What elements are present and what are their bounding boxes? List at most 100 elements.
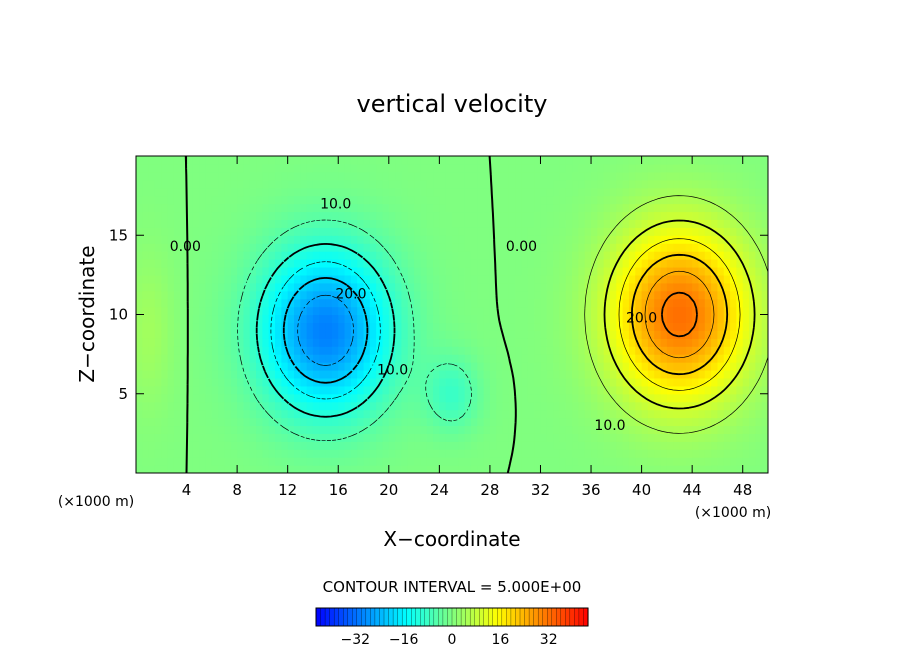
field-cell xyxy=(243,354,251,363)
field-cell xyxy=(464,346,472,355)
field-cell xyxy=(338,441,346,450)
field-cell xyxy=(559,322,567,331)
field-cell xyxy=(527,179,535,189)
field-cell xyxy=(483,259,491,268)
field-cell xyxy=(628,338,636,347)
field-cell xyxy=(692,433,700,442)
field-cell xyxy=(350,211,358,220)
field-cell xyxy=(597,457,605,466)
field-cell xyxy=(698,219,706,228)
field-cell xyxy=(186,251,194,260)
field-cell xyxy=(230,282,238,292)
field-cell xyxy=(173,290,181,300)
field-cell xyxy=(148,171,156,181)
field-cell xyxy=(717,306,725,316)
field-cell xyxy=(268,449,276,458)
field-cell xyxy=(603,441,611,450)
field-cell xyxy=(357,362,365,371)
field-cell xyxy=(679,179,687,189)
field-cell xyxy=(180,171,188,181)
field-cell xyxy=(597,163,605,173)
field-cell xyxy=(414,409,421,419)
field-cell xyxy=(565,449,573,458)
field-cell xyxy=(546,171,554,181)
field-cell xyxy=(622,449,630,458)
field-cell xyxy=(723,179,731,189)
field-cell xyxy=(647,354,655,363)
field-cell xyxy=(723,465,731,473)
field-cell xyxy=(616,211,624,220)
field-cell xyxy=(496,425,504,434)
field-cell xyxy=(749,354,756,363)
field-cell xyxy=(382,441,390,450)
field-cell xyxy=(319,369,327,379)
field-cell xyxy=(433,282,440,292)
field-cell xyxy=(224,433,232,442)
field-cell xyxy=(603,354,611,363)
field-cell xyxy=(218,211,226,220)
field-cell xyxy=(692,203,700,213)
field-cell xyxy=(211,346,219,355)
field-cell xyxy=(464,377,472,387)
field-cell xyxy=(344,393,352,403)
field-cell xyxy=(698,385,706,395)
field-cell xyxy=(572,251,579,260)
field-cell xyxy=(369,235,377,244)
field-cell xyxy=(692,409,700,419)
field-cell xyxy=(610,401,617,411)
field-cell xyxy=(641,354,649,363)
field-cell xyxy=(628,274,636,284)
field-cell xyxy=(711,187,719,197)
field-cell xyxy=(369,266,377,276)
field-cell xyxy=(452,362,459,371)
field-cell xyxy=(414,441,421,450)
field-cell xyxy=(521,235,529,244)
field-cell xyxy=(306,156,314,165)
field-cell xyxy=(641,179,649,189)
field-cell xyxy=(660,314,668,324)
field-cell xyxy=(167,417,175,427)
field-cell xyxy=(527,369,535,379)
field-cell xyxy=(186,457,194,466)
field-cell xyxy=(357,306,365,316)
field-cell xyxy=(287,290,295,300)
field-cell xyxy=(407,211,415,220)
field-cell xyxy=(483,385,491,395)
field-cell xyxy=(319,330,327,339)
field-cell xyxy=(483,369,491,379)
field-cell xyxy=(262,330,270,339)
field-cell xyxy=(610,298,617,308)
field-cell xyxy=(186,346,194,355)
field-cell xyxy=(559,274,567,284)
field-cell xyxy=(464,179,472,189)
field-cell xyxy=(376,409,384,419)
field-cell xyxy=(654,314,662,324)
field-cell xyxy=(515,235,523,244)
field-cell xyxy=(641,385,649,395)
field-cell xyxy=(205,306,213,316)
field-cell xyxy=(540,369,548,379)
field-cell xyxy=(445,227,453,236)
field-cell xyxy=(736,227,744,236)
field-cell xyxy=(224,259,232,268)
field-cell xyxy=(414,179,421,189)
field-cell xyxy=(470,433,478,442)
field-cell xyxy=(294,179,301,189)
field-cell xyxy=(401,330,409,339)
field-cell xyxy=(420,195,428,205)
field-cell xyxy=(711,322,719,331)
colorbar-frame xyxy=(315,607,589,627)
field-cell xyxy=(635,322,643,331)
field-cell xyxy=(344,457,352,466)
field-cell xyxy=(420,251,428,260)
field-cell xyxy=(477,243,485,252)
field-cell xyxy=(275,266,282,276)
field-cell xyxy=(641,235,649,244)
field-cell xyxy=(736,441,744,450)
field-cell xyxy=(534,290,542,300)
field-cell xyxy=(704,465,712,473)
field-cell xyxy=(148,362,156,371)
field-cell xyxy=(749,322,756,331)
field-cell xyxy=(704,449,712,458)
field-cell xyxy=(578,409,586,419)
